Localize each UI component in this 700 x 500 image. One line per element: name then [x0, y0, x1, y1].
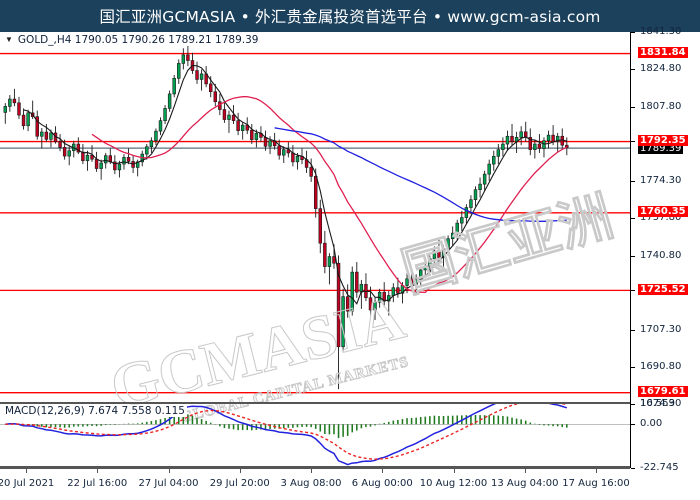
- macd-series-svg: [0, 404, 630, 466]
- price-tick-label: 1674.30: [640, 398, 682, 409]
- price-tick-mark: [631, 367, 635, 369]
- price-plot-area[interactable]: [0, 32, 630, 468]
- macd-tick-mark: [631, 468, 635, 469]
- time-tick-mark: [382, 469, 384, 473]
- macd-tick-mark: [631, 404, 635, 405]
- macd-pane[interactable]: [0, 404, 630, 468]
- time-tick-label: 6 Aug 00:00: [351, 478, 413, 489]
- price-level-tag[interactable]: 1760.35: [638, 206, 688, 218]
- current-price-tag: 1789.39: [638, 142, 684, 154]
- chevron-down-icon[interactable]: ▼: [5, 35, 13, 44]
- price-level-tag[interactable]: 1725.52: [638, 283, 688, 295]
- brand-banner-text: 国汇亚洲GCMASIA • 外汇贵金属投资首选平台 • www.gcm-asia…: [99, 8, 601, 26]
- time-tick-label: 3 Aug 08:00: [280, 478, 342, 489]
- price-tick-label: 1740.80: [640, 249, 682, 261]
- price-tick-mark: [631, 32, 635, 33]
- price-tick-mark: [631, 181, 635, 183]
- macd-tick-mark: [631, 424, 635, 426]
- price-tick-label: 1690.80: [640, 361, 682, 373]
- time-tick-mark: [524, 469, 526, 473]
- time-tick-mark: [453, 469, 455, 473]
- symbol-ohlc-label: GOLD_,H4 1790.05 1790.26 1789.21 1789.39: [17, 34, 259, 46]
- price-tick-mark: [631, 330, 635, 332]
- chart-frame: ▼ GOLD_,H4 1790.05 1790.26 1789.21 1789.…: [0, 26, 700, 500]
- price-tick-mark: [631, 218, 635, 219]
- macd-label: MACD(12,26,9) 7.674 7.558 0.115: [3, 405, 187, 417]
- macd-separator-top: [0, 402, 630, 404]
- price-axis[interactable]: 1841.30 1824.80 1807.80 1792.35 1774.30 1757.…: [631, 26, 700, 500]
- time-tick-mark: [311, 469, 312, 473]
- time-tick-mark: [239, 469, 241, 473]
- price-tick-label: 1824.80: [640, 62, 682, 74]
- time-tick-label: 27 Jul 04:00: [138, 478, 199, 489]
- price-tick-mark: [631, 106, 635, 108]
- price-tick-mark: [631, 68, 635, 70]
- price-level-tag[interactable]: 1831.84: [638, 47, 688, 59]
- price-tick-label: 1707.30: [640, 324, 682, 336]
- time-tick-label: 29 Jul 20:00: [209, 478, 270, 489]
- time-tick-mark: [596, 469, 597, 473]
- price-tick-mark: [631, 255, 635, 257]
- time-tick-mark: [168, 469, 170, 473]
- price-tick-label: 1841.30: [640, 26, 682, 37]
- time-tick-label: 20 Jul 2021: [0, 478, 55, 489]
- macd-separator-bottom: [0, 466, 630, 468]
- brand-banner: 国汇亚洲GCMASIA • 外汇贵金属投资首选平台 • www.gcm-asia…: [0, 0, 700, 32]
- time-tick-mark: [97, 469, 99, 473]
- time-tick-label: 17 Aug 16:00: [562, 478, 630, 489]
- price-tick-label: 1807.80: [640, 100, 682, 112]
- price-tick-mark: [631, 289, 635, 291]
- price-axis-line: [630, 32, 631, 468]
- macd-tick-label: 0.00: [640, 418, 663, 430]
- price-tick-label: 1757.80: [640, 212, 682, 223]
- time-tick-mark: [26, 469, 27, 473]
- price-series-svg: [0, 44, 630, 394]
- time-tick-label: 22 Jul 16:00: [67, 478, 128, 489]
- price-level-tag[interactable]: 1792.35: [638, 135, 688, 147]
- time-axis-line: [0, 468, 630, 469]
- price-tick-label: 1774.30: [640, 175, 682, 187]
- price-tick-mark: [631, 141, 635, 143]
- time-tick-label: 13 Aug 04:00: [491, 478, 559, 489]
- time-tick-label: 10 Aug 12:00: [419, 478, 488, 489]
- symbol-header[interactable]: ▼ GOLD_,H4 1790.05 1790.26 1789.21 1789.…: [3, 34, 261, 46]
- time-axis[interactable]: 20 Jul 2021 22 Jul 16:00 27 Jul 04:00 29 Ju…: [0, 469, 630, 500]
- macd-tick-label: 10.559: [640, 398, 675, 409]
- price-level-tag[interactable]: 1679.61: [638, 386, 688, 398]
- macd-tick-label: -22.745: [640, 462, 679, 473]
